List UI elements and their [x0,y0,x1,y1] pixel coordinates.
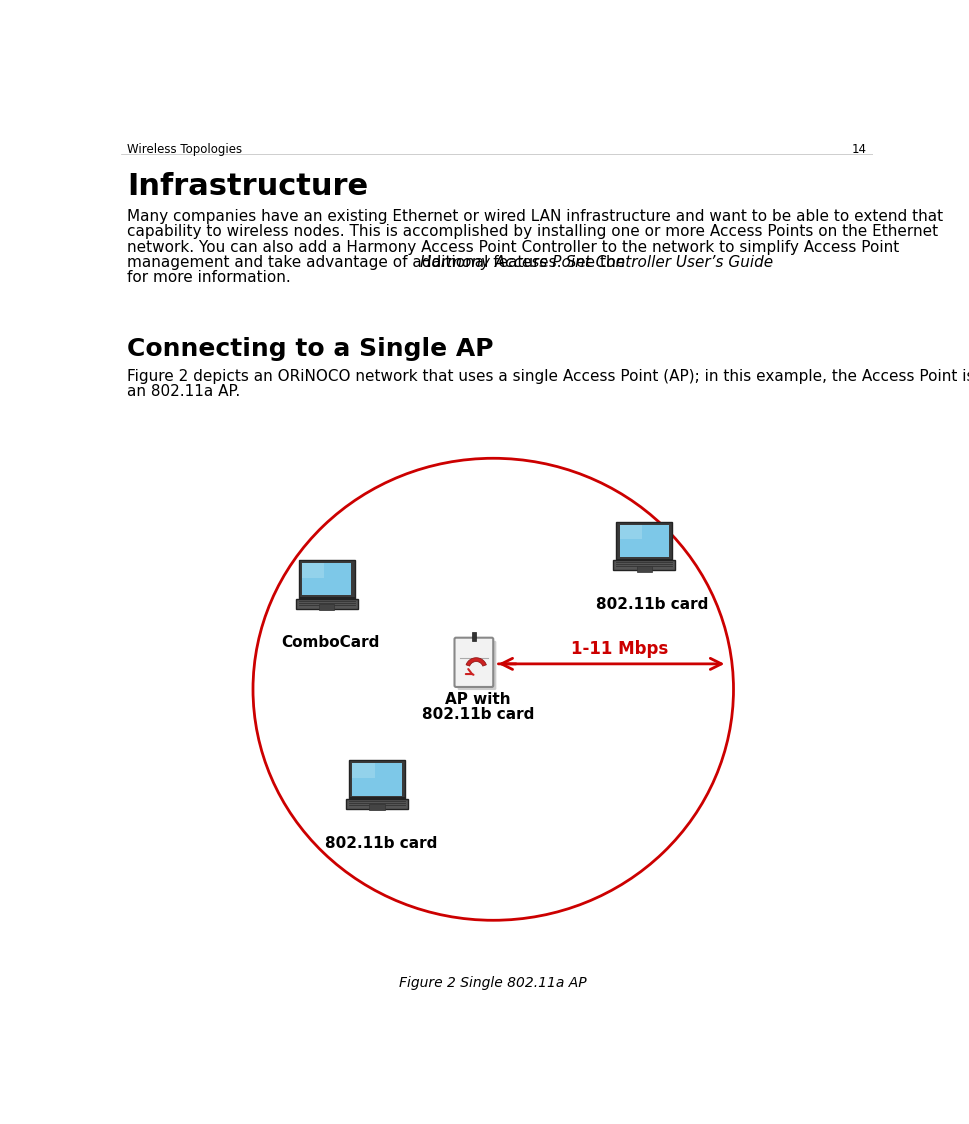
Text: 802.11b card: 802.11b card [595,597,707,611]
Bar [616,522,672,560]
FancyBboxPatch shape [454,637,493,687]
Text: Wireless Topologies: Wireless Topologies [127,143,242,155]
Bar [301,563,351,596]
Text: network. You can also add a Harmony Access Point Controller to the network to si: network. You can also add a Harmony Acce… [127,239,899,255]
Bar [471,633,476,641]
Polygon shape [465,658,485,667]
Text: Many companies have an existing Ethernet or wired LAN infrastructure and want to: Many companies have an existing Ethernet… [127,209,943,224]
Text: capability to wireless nodes. This is accomplished by installing one or more Acc: capability to wireless nodes. This is ac… [127,224,938,239]
Bar [619,525,669,558]
Text: ComboCard: ComboCard [281,635,379,651]
Text: 14: 14 [851,143,866,155]
Text: 802.11b card: 802.11b card [325,835,437,851]
Bar [296,599,358,608]
Bar [636,565,651,572]
Text: Harmony Access Point Controller User’s Guide: Harmony Access Point Controller User’s G… [420,255,772,270]
Bar [298,560,354,599]
Text: Infrastructure: Infrastructure [127,172,368,201]
Bar [352,763,401,796]
Bar [346,799,408,809]
Bar [349,797,404,799]
Bar [301,563,324,578]
Bar [369,805,385,810]
Text: Figure 2 Single 802.11a AP: Figure 2 Single 802.11a AP [399,976,586,990]
Bar [612,560,674,570]
Text: AP with: AP with [445,691,510,707]
Text: Connecting to a Single AP: Connecting to a Single AP [127,336,493,361]
Bar [298,597,354,599]
Text: 802.11b card: 802.11b card [422,707,533,722]
Text: Figure 2 depicts an ORiNOCO network that uses a single Access Point (AP); in thi: Figure 2 depicts an ORiNOCO network that… [127,369,969,384]
Bar [616,559,672,561]
Text: management and take advantage of additional features. See the: management and take advantage of additio… [127,255,630,270]
Bar [352,763,374,778]
Bar [319,604,334,610]
Text: for more information.: for more information. [127,271,291,285]
Text: 1-11 Mbps: 1-11 Mbps [570,640,667,658]
Bar [349,760,404,799]
Text: an 802.11a AP.: an 802.11a AP. [127,384,240,399]
FancyBboxPatch shape [457,641,496,690]
Bar [619,525,641,540]
